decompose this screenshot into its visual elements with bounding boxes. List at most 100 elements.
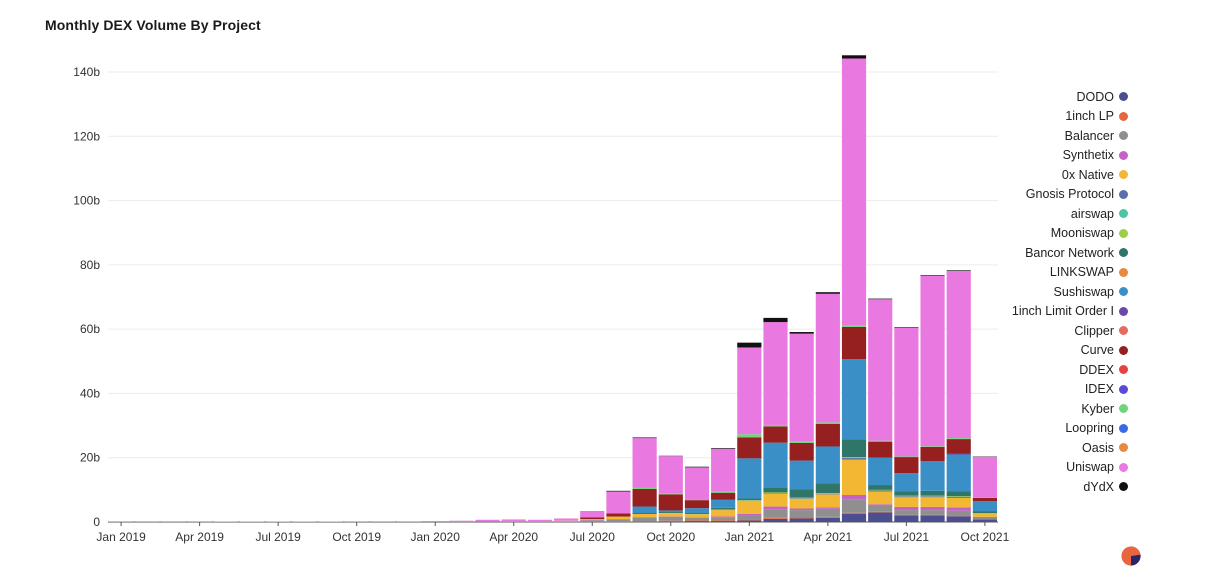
bar-segment[interactable] bbox=[841, 58, 867, 326]
bar-segment[interactable] bbox=[763, 322, 788, 425]
bar-segment[interactable] bbox=[423, 521, 448, 522]
bar-segment[interactable] bbox=[684, 467, 710, 500]
bar-segment[interactable] bbox=[684, 513, 710, 514]
bar-segment[interactable] bbox=[894, 491, 919, 496]
bar-segment[interactable] bbox=[711, 521, 736, 522]
bar-segment[interactable] bbox=[737, 498, 762, 501]
bar-segment[interactable] bbox=[868, 512, 893, 522]
bar-segment[interactable] bbox=[711, 492, 736, 500]
bar-segment[interactable] bbox=[815, 292, 840, 294]
bar-segment[interactable] bbox=[684, 520, 710, 522]
bar-segment[interactable] bbox=[711, 448, 736, 449]
bar-segment[interactable] bbox=[632, 488, 657, 507]
bar-segment[interactable] bbox=[946, 438, 971, 440]
bar-segment[interactable] bbox=[920, 275, 945, 447]
bar-segment[interactable] bbox=[658, 494, 683, 511]
bar-segment[interactable] bbox=[789, 518, 814, 522]
bar-segment[interactable] bbox=[946, 453, 971, 455]
bar-segment[interactable] bbox=[737, 347, 762, 435]
bar-segment[interactable] bbox=[894, 515, 919, 522]
bar-segment[interactable] bbox=[606, 490, 631, 492]
legend-item[interactable]: Synthetix bbox=[948, 146, 1128, 166]
bar-segment[interactable] bbox=[789, 441, 814, 443]
legend-item[interactable]: Gnosis Protocol bbox=[948, 185, 1128, 205]
bar-segment[interactable] bbox=[946, 516, 971, 522]
bar-segment[interactable] bbox=[946, 507, 971, 511]
bar-segment[interactable] bbox=[946, 496, 971, 497]
bar-segment[interactable] bbox=[737, 437, 762, 459]
bar-segment[interactable] bbox=[815, 493, 840, 495]
bar-segment[interactable] bbox=[815, 508, 840, 517]
legend-item[interactable]: Sushiswap bbox=[948, 282, 1128, 302]
legend-item[interactable]: Clipper bbox=[948, 321, 1128, 341]
bar-segment[interactable] bbox=[554, 521, 579, 522]
bar-segment[interactable] bbox=[658, 520, 683, 522]
bar-segment[interactable] bbox=[658, 513, 683, 517]
bar-segment[interactable] bbox=[449, 520, 474, 522]
bar-segment[interactable] bbox=[711, 507, 736, 510]
bar-segment[interactable] bbox=[815, 517, 840, 522]
bar-segment[interactable] bbox=[972, 516, 997, 518]
legend-item[interactable]: dYdX bbox=[948, 477, 1128, 497]
bar-segment[interactable] bbox=[920, 275, 945, 276]
bar-segment[interactable] bbox=[763, 424, 788, 427]
bar-segment[interactable] bbox=[737, 434, 762, 438]
legend-item[interactable]: Balancer bbox=[948, 126, 1128, 146]
legend-item[interactable]: DODO bbox=[948, 87, 1128, 107]
bar-segment[interactable] bbox=[894, 496, 919, 498]
bar-segment[interactable] bbox=[606, 519, 631, 522]
bar-segment[interactable] bbox=[972, 511, 997, 513]
bar-segment[interactable] bbox=[841, 499, 867, 513]
bar-segment[interactable] bbox=[972, 456, 997, 498]
bar-segment[interactable] bbox=[894, 327, 919, 328]
bar-segment[interactable] bbox=[920, 446, 945, 447]
bar-segment[interactable] bbox=[658, 512, 683, 513]
bar-segment[interactable] bbox=[554, 520, 579, 522]
bar-segment[interactable] bbox=[894, 456, 919, 458]
bar-segment[interactable] bbox=[606, 491, 631, 514]
bar-segment[interactable] bbox=[684, 499, 710, 501]
bar-segment[interactable] bbox=[658, 493, 683, 495]
legend-item[interactable]: Bancor Network bbox=[948, 243, 1128, 263]
bar-segment[interactable] bbox=[711, 510, 736, 517]
bar-segment[interactable] bbox=[370, 521, 395, 522]
bar-segment[interactable] bbox=[632, 513, 657, 518]
bar-segment[interactable] bbox=[815, 293, 840, 423]
bar-segment[interactable] bbox=[737, 458, 762, 499]
bar-segment[interactable] bbox=[868, 440, 893, 442]
bar-segment[interactable] bbox=[632, 437, 657, 439]
bar-segment[interactable] bbox=[841, 459, 867, 495]
bar-segment[interactable] bbox=[658, 521, 683, 522]
bar-segment[interactable] bbox=[763, 509, 788, 518]
bar-segment[interactable] bbox=[789, 508, 814, 511]
bar-segment[interactable] bbox=[972, 519, 997, 522]
bar-segment[interactable] bbox=[475, 519, 500, 522]
bar-segment[interactable] bbox=[711, 520, 736, 522]
bar-segment[interactable] bbox=[606, 516, 631, 520]
bar-segment[interactable] bbox=[868, 505, 893, 512]
bar-segment[interactable] bbox=[815, 493, 840, 494]
bar-segment[interactable] bbox=[580, 520, 605, 522]
bar-segment[interactable] bbox=[684, 521, 710, 522]
legend-item[interactable]: Mooniswap bbox=[948, 224, 1128, 244]
bar-segment[interactable] bbox=[711, 517, 736, 521]
bar-segment[interactable] bbox=[789, 460, 814, 490]
bar-segment[interactable] bbox=[632, 517, 657, 522]
bar-segment[interactable] bbox=[894, 457, 919, 474]
bar-segment[interactable] bbox=[894, 510, 919, 515]
bar-segment[interactable] bbox=[841, 495, 867, 500]
bar-segment[interactable] bbox=[946, 510, 971, 516]
bar-segment[interactable] bbox=[658, 510, 683, 513]
legend-item[interactable]: 0x Native bbox=[948, 165, 1128, 185]
bar-segment[interactable] bbox=[920, 506, 945, 511]
bar-segment[interactable] bbox=[789, 489, 814, 498]
bar-segment[interactable] bbox=[946, 270, 971, 271]
bar-segment[interactable] bbox=[737, 515, 762, 520]
bar-segment[interactable] bbox=[763, 493, 788, 494]
bar-segment[interactable] bbox=[815, 494, 840, 508]
bar-segment[interactable] bbox=[946, 270, 971, 439]
bar-segment[interactable] bbox=[711, 516, 736, 518]
bar-segment[interactable] bbox=[737, 513, 762, 516]
bar-segment[interactable] bbox=[763, 517, 788, 519]
bar-segment[interactable] bbox=[920, 461, 945, 491]
